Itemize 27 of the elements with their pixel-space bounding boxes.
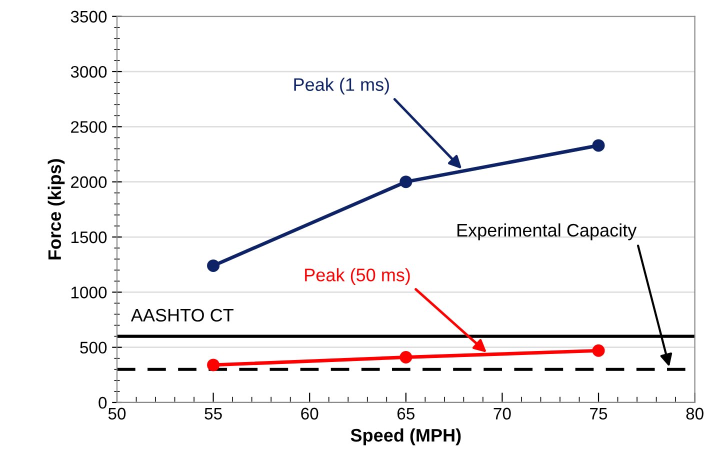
x-tick-label: 65: [397, 408, 414, 420]
point: [400, 176, 412, 188]
point: [592, 344, 605, 357]
y-tick-label: 3500: [70, 10, 107, 23]
y-tick-label: 3000: [70, 66, 107, 78]
text: Peak (1 ms): [294, 78, 389, 95]
y-tick-label: 2500: [71, 121, 107, 133]
y-axis-title: Force (kips): [48, 159, 65, 260]
x-tick-label: 75: [590, 408, 608, 420]
point: [592, 139, 605, 152]
y-tick-label: 500: [80, 342, 107, 354]
y-tick-label: 1000: [71, 286, 107, 298]
text: Peak (50 ms): [305, 268, 410, 285]
ref-line-label: Experimental Capacity: [457, 223, 637, 240]
y-tick-label: 1500: [71, 231, 107, 244]
point: [207, 358, 220, 372]
ref-line-label: AASHTO CT: [130, 308, 234, 322]
y-tick-label: 0: [98, 396, 107, 409]
x-axis-title: Speed (MPH): [350, 428, 461, 446]
x-tick-label: 80: [686, 408, 704, 420]
point: [207, 259, 220, 272]
y-tick-label: 2000: [71, 176, 107, 188]
x-tick-label: 55: [204, 408, 222, 420]
x-tick-label: 60: [301, 408, 318, 420]
x-tick-label: 50: [108, 408, 126, 420]
x-tick-label: 70: [494, 408, 511, 420]
point: [400, 351, 412, 364]
